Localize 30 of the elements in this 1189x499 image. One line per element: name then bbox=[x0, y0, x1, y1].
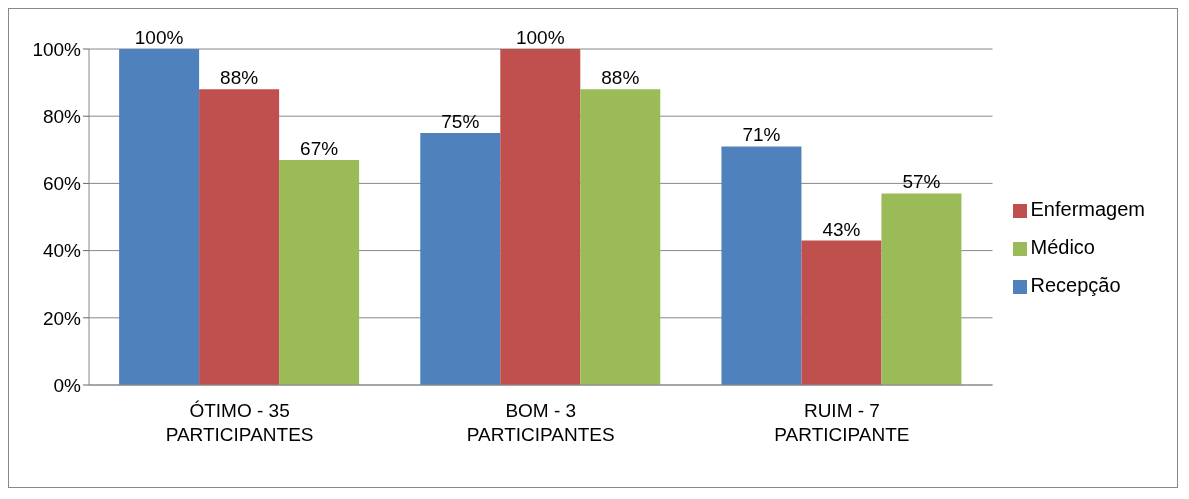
legend-label: Médico bbox=[1030, 236, 1095, 258]
bar bbox=[119, 49, 200, 385]
y-tick-label: 100% bbox=[32, 38, 82, 60]
x-tick-label: RUIM - 7 PARTICIPANTE bbox=[774, 400, 910, 445]
data-label: 88% bbox=[220, 67, 259, 89]
y-tick-label: 40% bbox=[42, 240, 82, 262]
bar bbox=[279, 159, 360, 385]
data-label: 75% bbox=[441, 111, 480, 132]
y-tick-label: 20% bbox=[42, 307, 82, 329]
y-tick-label: 0% bbox=[53, 374, 82, 396]
data-label: 57% bbox=[902, 171, 941, 193]
bar bbox=[881, 193, 962, 385]
data-label: 100% bbox=[515, 27, 565, 48]
bar bbox=[420, 133, 501, 385]
bar bbox=[580, 89, 661, 385]
data-label: 43% bbox=[822, 218, 861, 240]
bar bbox=[801, 240, 882, 385]
data-label: 67% bbox=[300, 137, 339, 159]
legend-label: Enfermagem bbox=[1030, 198, 1145, 220]
bar bbox=[500, 49, 581, 385]
x-tick-label: ÓTIMO - 35 PARTICIPANTES bbox=[165, 400, 314, 445]
data-label: 100% bbox=[134, 27, 184, 48]
y-tick-label: 60% bbox=[42, 173, 82, 195]
bar bbox=[721, 146, 802, 385]
y-tick-label: 80% bbox=[42, 105, 82, 127]
legend-label: Recepção bbox=[1030, 274, 1121, 296]
bar bbox=[199, 89, 280, 385]
x-tick-label: BOM - 3 PARTICIPANTES bbox=[466, 400, 615, 445]
data-label: 88% bbox=[601, 67, 640, 89]
data-label: 71% bbox=[742, 124, 781, 146]
